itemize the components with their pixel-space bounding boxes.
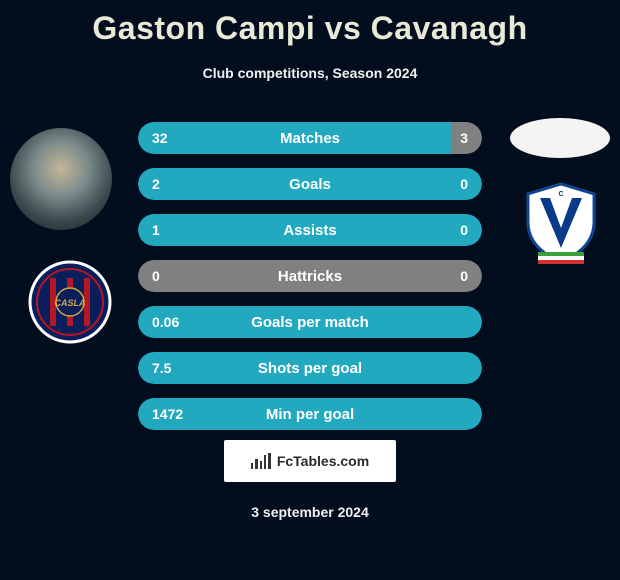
stat-row: 32Matches3 [138,122,482,154]
footer-logo: FcTables.com [224,440,396,482]
stat-label: Min per goal [138,406,482,423]
stat-row: 1Assists0 [138,214,482,246]
stat-label: Hattricks [138,268,482,285]
stat-row: 2Goals0 [138,168,482,200]
stat-label: Goals [138,176,482,193]
stats-container: 32Matches32Goals01Assists00Hattricks00.0… [138,122,482,444]
svg-text:CASLA: CASLA [55,298,86,308]
stat-value-right: 3 [460,130,468,146]
stat-label: Matches [138,130,482,147]
page-title: Gaston Campi vs Cavanagh [0,0,620,47]
page-subtitle: Club competitions, Season 2024 [0,65,620,81]
stat-row: 1472Min per goal [138,398,482,430]
stat-label: Goals per match [138,314,482,331]
stat-label: Shots per goal [138,360,482,377]
player-left-photo [10,128,112,230]
stat-value-right: 0 [460,268,468,284]
stat-row: 7.5Shots per goal [138,352,482,384]
stat-value-right: 0 [460,222,468,238]
san-lorenzo-icon: CASLA [28,260,112,344]
club-right-logo: C [516,178,606,268]
chart-bars-icon [251,453,271,469]
stat-row: 0.06Goals per match [138,306,482,338]
footer-label: FcTables.com [277,453,369,469]
stat-row: 0Hattricks0 [138,260,482,292]
velez-icon: C [516,178,606,268]
player-right-photo [510,118,610,158]
svg-text:C: C [558,191,563,198]
date-label: 3 september 2024 [0,504,620,520]
stat-value-right: 0 [460,176,468,192]
club-left-logo: CASLA [28,260,112,344]
stat-label: Assists [138,222,482,239]
